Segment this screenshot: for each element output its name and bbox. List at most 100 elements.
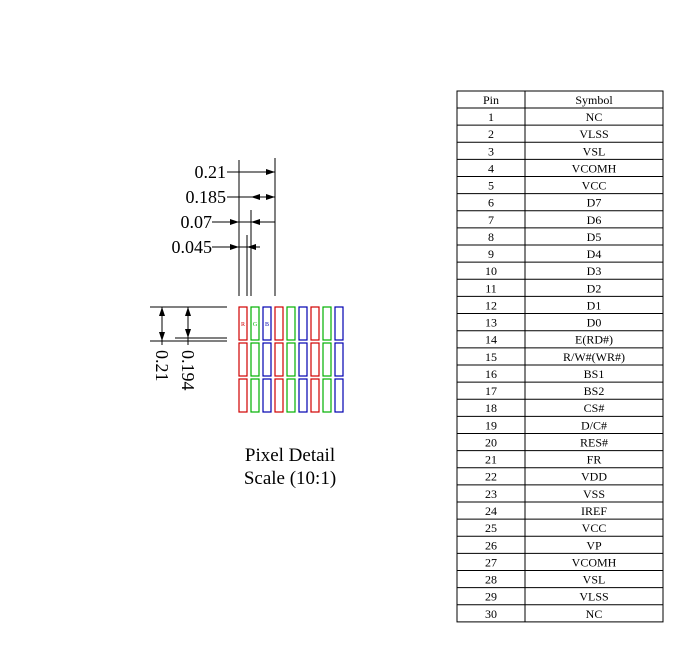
subpixel bbox=[310, 342, 320, 377]
subpixel bbox=[274, 306, 284, 341]
pin-cell: 17 bbox=[485, 384, 497, 398]
subpixel bbox=[238, 342, 248, 377]
pin-cell: 8 bbox=[488, 230, 494, 244]
pin-cell: 24 bbox=[485, 504, 497, 518]
symbol-cell: D0 bbox=[587, 316, 602, 330]
subpixel bbox=[262, 378, 272, 413]
symbol-cell: CS# bbox=[584, 401, 605, 415]
symbol-cell: VSL bbox=[583, 573, 606, 587]
subpixel bbox=[238, 306, 248, 341]
header-cell: Symbol bbox=[575, 93, 613, 107]
pin-cell: 30 bbox=[485, 607, 497, 621]
symbol-cell: VLSS bbox=[579, 590, 608, 604]
symbol-cell: BS1 bbox=[584, 367, 605, 381]
caption: Pixel Detail bbox=[245, 445, 335, 466]
pin-cell: 18 bbox=[485, 401, 497, 415]
subpixel bbox=[322, 342, 332, 377]
symbol-cell: RES# bbox=[580, 435, 608, 449]
symbol-cell: BS2 bbox=[584, 384, 605, 398]
subpixel bbox=[262, 306, 272, 341]
subpixel bbox=[262, 342, 272, 377]
subpixel bbox=[250, 306, 260, 341]
subpixel-letter: B bbox=[265, 322, 269, 328]
pin-cell: 22 bbox=[485, 470, 497, 484]
subpixel bbox=[334, 342, 344, 377]
dimension-lines: 0.21 0.185 0.07 0.045 0.21 0.194 bbox=[150, 158, 276, 391]
pin-cell: 7 bbox=[488, 213, 494, 227]
subpixel bbox=[274, 342, 284, 377]
subpixel-letter: R bbox=[241, 322, 245, 328]
pin-cell: 20 bbox=[485, 435, 497, 449]
symbol-cell: VCC bbox=[582, 179, 607, 193]
symbol-cell: D6 bbox=[587, 213, 602, 227]
subpixel bbox=[322, 306, 332, 341]
pin-cell: 9 bbox=[488, 247, 494, 261]
subpixel bbox=[298, 378, 308, 413]
subpixel bbox=[286, 342, 296, 377]
pin-cell: 13 bbox=[485, 316, 497, 330]
pin-cell: 6 bbox=[488, 196, 494, 210]
symbol-cell: D7 bbox=[587, 196, 602, 210]
symbol-cell: VCOMH bbox=[572, 161, 617, 175]
dimension-label: 0.07 bbox=[181, 212, 213, 232]
subpixel bbox=[310, 306, 320, 341]
dimension-label: 0.21 bbox=[152, 350, 172, 382]
subpixel bbox=[334, 306, 344, 341]
pin-cell: 27 bbox=[485, 555, 497, 569]
dimension-label: 0.194 bbox=[178, 350, 198, 391]
pin-cell: 1 bbox=[488, 110, 494, 124]
header-cell: Pin bbox=[483, 93, 499, 107]
symbol-cell: D2 bbox=[587, 281, 602, 295]
subpixel bbox=[298, 342, 308, 377]
subpixel bbox=[250, 378, 260, 413]
symbol-cell: VSL bbox=[583, 144, 606, 158]
subpixel bbox=[310, 378, 320, 413]
pin-table: Pin Symbol 1 NC 2 VLSS 3 VSL 4 VCOMH 5 VCC 6 D7 7 D6 8 D5… bbox=[456, 90, 664, 623]
symbol-cell: D5 bbox=[587, 230, 602, 244]
symbol-cell: IREF bbox=[581, 504, 607, 518]
symbol-cell: E(RD#) bbox=[575, 333, 613, 347]
subpixel bbox=[334, 378, 344, 413]
pin-cell: 2 bbox=[488, 127, 494, 141]
pin-cell: 3 bbox=[488, 144, 494, 158]
dimension-label: 0.045 bbox=[172, 237, 213, 257]
pin-cell: 26 bbox=[485, 538, 497, 552]
symbol-cell: VP bbox=[586, 538, 602, 552]
subpixel bbox=[238, 378, 248, 413]
pin-cell: 29 bbox=[485, 590, 497, 604]
subpixel-letter: G bbox=[253, 322, 258, 328]
pin-cell: 28 bbox=[485, 573, 497, 587]
pin-cell: 21 bbox=[485, 453, 497, 467]
symbol-cell: VLSS bbox=[579, 127, 608, 141]
subpixel bbox=[322, 378, 332, 413]
subpixel bbox=[250, 342, 260, 377]
symbol-cell: D4 bbox=[587, 247, 602, 261]
subpixel bbox=[286, 378, 296, 413]
pin-cell: 23 bbox=[485, 487, 497, 501]
dimension-label: 0.185 bbox=[186, 187, 227, 207]
pin-cell: 16 bbox=[485, 367, 497, 381]
symbol-cell: D3 bbox=[587, 264, 602, 278]
symbol-cell: R/W#(WR#) bbox=[563, 350, 625, 364]
symbol-cell: VCOMH bbox=[572, 555, 617, 569]
subpixel bbox=[286, 306, 296, 341]
symbol-cell: VDD bbox=[581, 470, 607, 484]
pin-cell: 19 bbox=[485, 418, 497, 432]
pin-cell: 25 bbox=[485, 521, 497, 535]
pin-cell: 4 bbox=[488, 161, 494, 175]
symbol-cell: NC bbox=[586, 607, 603, 621]
pin-cell: 14 bbox=[485, 333, 497, 347]
subpixel bbox=[274, 378, 284, 413]
caption: Scale (10:1) bbox=[244, 468, 336, 489]
subpixel bbox=[298, 306, 308, 341]
symbol-cell: VSS bbox=[583, 487, 605, 501]
symbol-cell: FR bbox=[587, 453, 602, 467]
pin-cell: 11 bbox=[485, 281, 497, 295]
symbol-cell: VCC bbox=[582, 521, 607, 535]
symbol-cell: D/C# bbox=[581, 418, 607, 432]
pin-cell: 15 bbox=[485, 350, 497, 364]
pin-cell: 5 bbox=[488, 179, 494, 193]
symbol-cell: D1 bbox=[587, 298, 602, 312]
